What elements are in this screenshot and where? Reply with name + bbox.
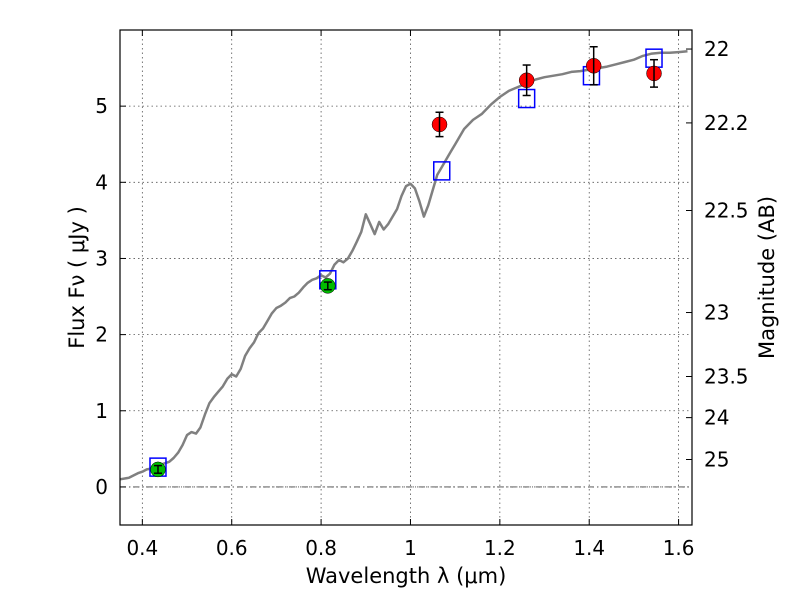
x-tick-label: 1.4 [573,536,605,560]
right-tick-label: 24 [704,406,729,430]
y-tick-label: 0 [95,475,108,499]
right-tick-label: 22.2 [704,111,749,135]
right-tick-label: 22 [704,37,729,61]
bandpass-marker [433,161,451,181]
spectrum-line [119,50,688,481]
x-tick-label: 1 [404,536,417,560]
x-tick-label: 0.4 [126,536,158,560]
x-axis-label: Wavelength λ (μm) [306,564,507,588]
right-tick-label: 22.5 [704,198,749,222]
right-tick-label: 23.5 [704,365,749,389]
y-axis-label: Flux Fν ( μJy ) [65,206,89,349]
y-tick-label: 2 [95,323,108,347]
axis-ticks: 0.4 0.6 0.8 1 1.2 1.4 1.60123452222.222.52323.… [95,30,749,560]
plot-frame [119,29,693,526]
right-tick-label: 23 [704,301,729,325]
x-tick-label: 0.8 [305,536,337,560]
x-tick-label: 1.6 [663,536,695,560]
x-tick-label: 0.6 [216,536,248,560]
right-tick-label: 25 [704,448,729,472]
plot-area [119,46,688,481]
grid-lines [120,30,692,525]
y-tick-label: 5 [95,94,108,118]
y-tick-label: 3 [95,246,108,270]
right-axis-label: Magnitude (AB) [755,196,779,359]
x-tick-label: 1.2 [484,536,516,560]
y-tick-label: 1 [95,399,108,423]
y-tick-label: 4 [95,170,108,194]
